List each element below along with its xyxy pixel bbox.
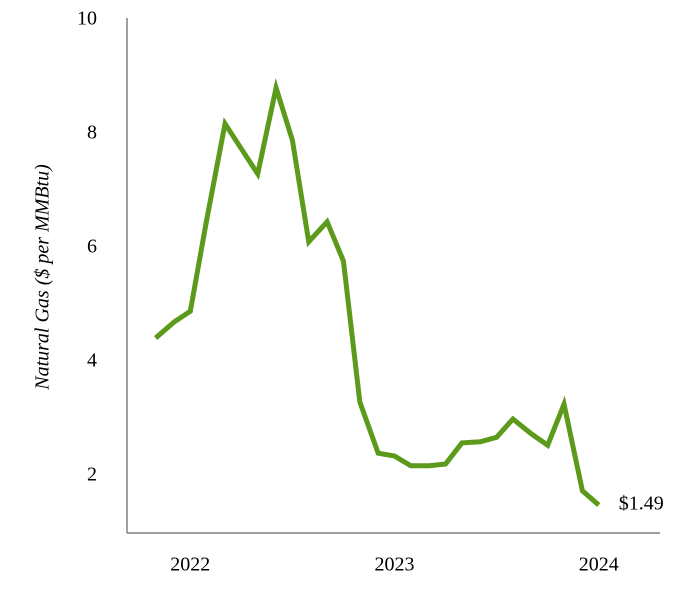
line (153, 77, 601, 507)
value-label: $1.49 (619, 493, 664, 515)
x-tick-label: 2023 (375, 554, 415, 576)
y-tick-label: 6 (87, 236, 97, 258)
y-tick-label: 8 (87, 122, 97, 144)
x-tick-label: 2022 (170, 554, 210, 576)
y-axis-label: Natural Gas ($ per MMBtu) (32, 164, 54, 391)
x-tick-label: 2024 (579, 554, 619, 576)
y-tick-label: 2 (87, 464, 97, 486)
y-tick-label: 4 (87, 350, 97, 372)
y-tick-label: 10 (77, 8, 97, 30)
